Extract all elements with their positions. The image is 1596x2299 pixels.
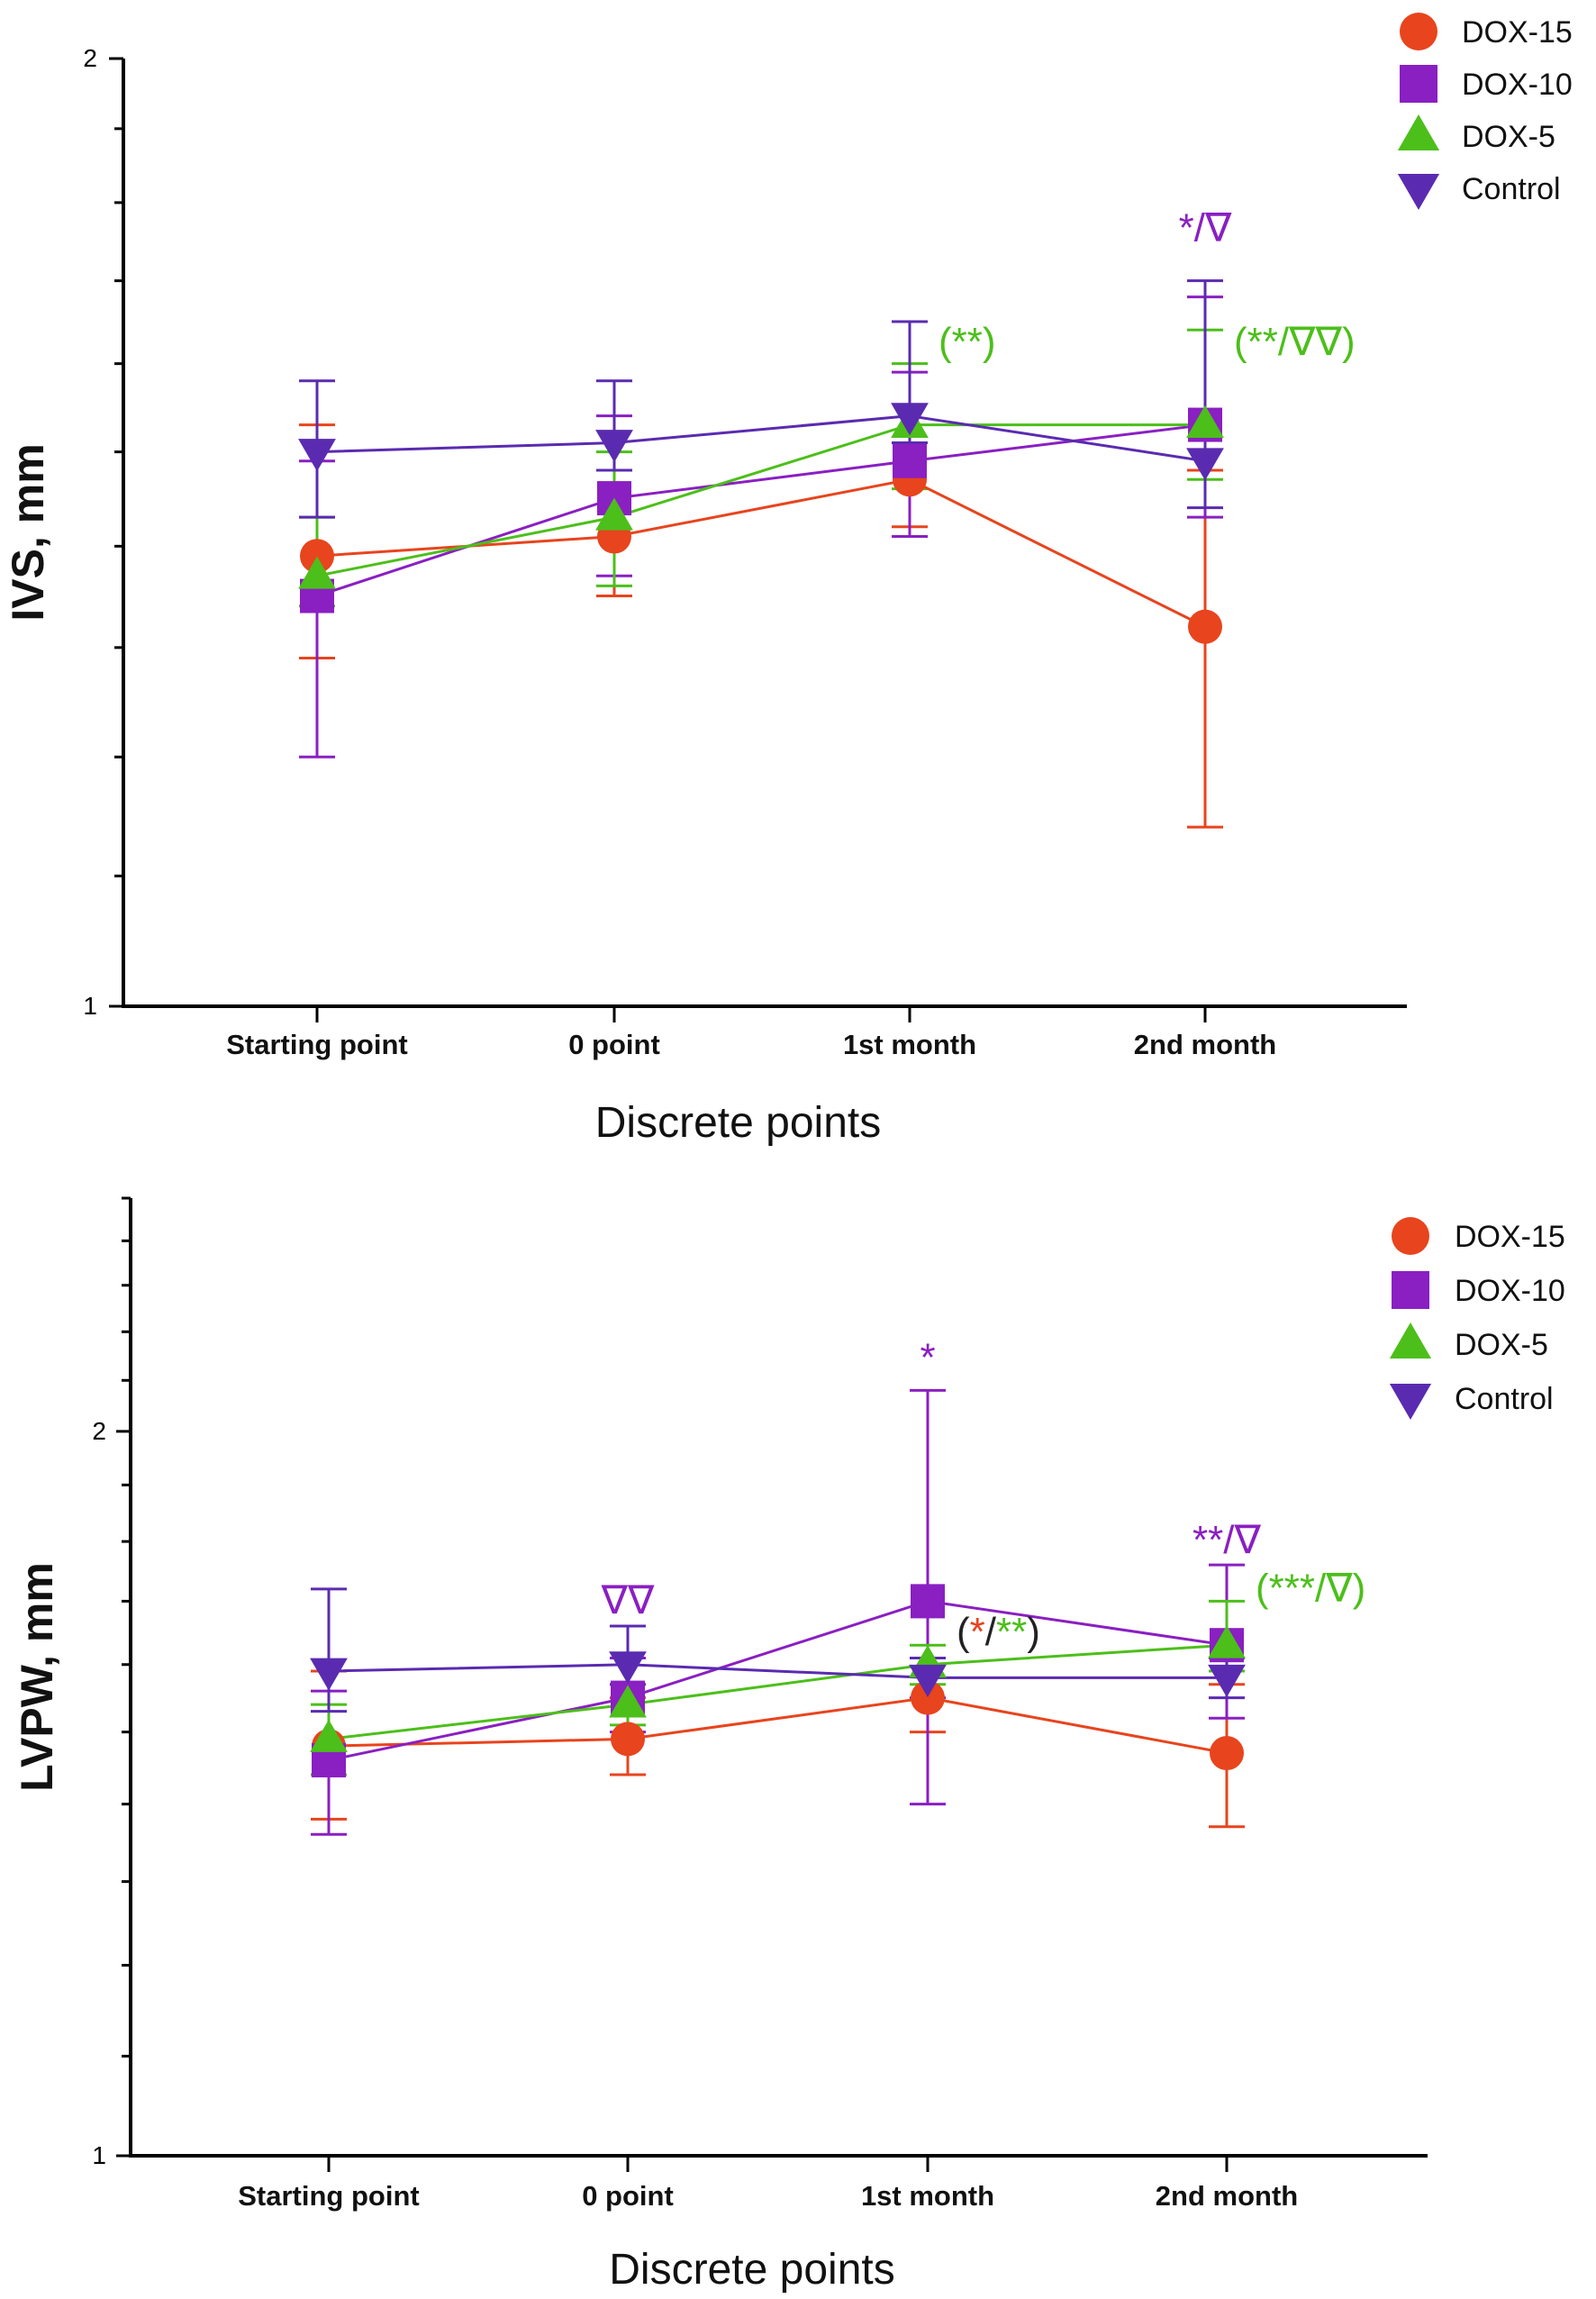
annotation-part: ** [996,1610,1027,1654]
annotation-part: * [920,1335,935,1379]
legend-label: DOX-10 [1455,1274,1565,1308]
significance-annotation: */∇ [1179,206,1232,250]
series-line-control [328,1663,1227,1679]
x-tick-label: 0 point [568,1029,660,1060]
legend-marker-dox-5 [1397,114,1440,150]
series-line-dox-15 [328,1696,1228,1755]
legend-label: Control [1462,172,1561,206]
data-point-dox-10 [893,443,927,478]
y-tick-label: 1 [92,2141,106,2169]
annotation-part: **/∇ [1192,1518,1261,1562]
significance-annotation: * [920,1335,935,1379]
data-point-dox-15 [1188,609,1222,644]
data-point-dox-10 [911,1584,945,1619]
series-line-dox-5 [316,423,1205,577]
legend: DOX-15 DOX-10 DOX-5 Control [1397,13,1573,210]
significance-annotation: ∇∇ [601,1578,655,1622]
legend-marker-control [1389,1384,1432,1420]
data-point-control [891,403,929,436]
y-tick-label: 2 [92,1417,106,1445]
annotation-part: ∇∇ [601,1578,655,1622]
annotation-part: ( [957,1610,970,1654]
legend-marker-dox-10 [1392,1271,1429,1309]
data-point-dox-5 [310,1719,348,1752]
legend-label: DOX-10 [1462,68,1573,102]
y-tick-label: 1 [83,992,97,1020]
legend-marker-dox-15 [1392,1217,1429,1255]
x-tick-label: 0 point [582,2180,674,2212]
data-point-dox-15 [611,1722,645,1757]
x-tick-label: Starting point [238,2180,419,2212]
series-line-dox-10 [316,423,1206,597]
legend: DOX-15 DOX-10 DOX-5 Control [1389,1217,1565,1420]
legend-label: DOX-5 [1455,1328,1548,1362]
data-point-dox-5 [595,497,633,531]
significance-annotation: (*/**) [957,1610,1040,1654]
significance-annotation: (**/∇∇) [1234,320,1356,364]
annotation-part: (***/∇) [1256,1566,1365,1610]
x-axis-title: Discrete points [595,1099,881,1147]
x-tick-label: 1st month [843,1029,976,1060]
x-tick-label: Starting point [226,1029,407,1060]
data-point-dox-5 [1186,404,1224,439]
series-line-control [316,414,1206,463]
data-point-control [1208,1664,1246,1697]
x-axis-title: Discrete points [609,2246,894,2294]
legend-marker-dox-10 [1400,65,1437,103]
data-point-control [595,430,633,463]
data-point-dox-15 [300,539,334,574]
data-point-control [310,1658,348,1691]
data-point-control [1186,448,1224,481]
y-axis-title: LVPW, mm [12,1562,62,1792]
significance-annotation: (**) [939,320,996,364]
data-point-dox-5 [1208,1625,1246,1658]
data-point-dox-15 [911,1680,945,1715]
data-point-dox-5 [298,556,336,589]
y-axis-title: IVS, mm [3,443,53,621]
annotation-part: */∇ [1179,206,1232,250]
series-line-dox-10 [328,1599,1228,1762]
data-point-dox-5 [609,1685,647,1718]
legend-marker-control [1397,174,1440,210]
data-point-dox-15 [1210,1736,1244,1771]
annotation-part: (**) [939,320,996,364]
data-point-control [609,1651,647,1685]
lvpw-panel: 1 2 Starting point 0 point 1st month 2nd mont… [12,1196,1565,2294]
significance-annotation: (***/∇) [1256,1566,1365,1610]
legend-marker-dox-5 [1389,1322,1432,1358]
legend-marker-dox-15 [1400,13,1437,50]
data-point-control [909,1664,947,1697]
x-tick-label: 2nd month [1156,2180,1298,2212]
legend-label: DOX-15 [1455,1220,1565,1254]
legend-label: DOX-5 [1462,120,1555,154]
annotation-part: (**/∇∇) [1234,320,1356,364]
data-point-control [298,439,336,472]
legend-label: DOX-15 [1462,15,1573,50]
annotation-part: * [970,1610,985,1654]
legend-label: Control [1455,1382,1554,1416]
annotation-part: / [985,1610,997,1654]
x-tick-label: 2nd month [1134,1029,1276,1060]
series-line-dox-5 [328,1643,1228,1740]
x-tick-label: 1st month [861,2180,994,2212]
annotation-part: ) [1027,1610,1040,1654]
y-tick-label: 2 [83,44,97,72]
ivs-panel: 1 2 Starting point 0 point 1st month 2nd mont… [3,13,1573,1147]
significance-annotation: **/∇ [1192,1518,1261,1562]
